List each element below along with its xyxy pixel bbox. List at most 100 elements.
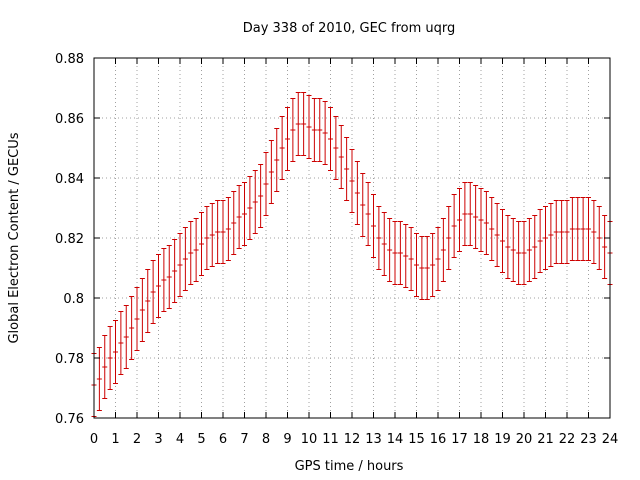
x-tick-label: 4 [176, 432, 184, 447]
error-bar-point [290, 98, 296, 162]
error-bar-point [376, 206, 382, 270]
error-bar-point [419, 236, 425, 300]
error-bar-point [311, 98, 317, 162]
x-tick-label: 9 [283, 432, 291, 447]
error-bar-point [435, 227, 441, 291]
error-bar-point [500, 209, 505, 273]
error-bar-point [543, 206, 548, 270]
x-tick-label: 21 [537, 432, 554, 447]
error-bar-point [301, 92, 307, 156]
error-bar-point [193, 218, 199, 282]
error-bar-point [209, 203, 215, 267]
error-bar-point [156, 254, 161, 318]
x-tick-label: 12 [344, 432, 361, 447]
error-bar-point [231, 191, 237, 255]
x-tick-label: 8 [262, 432, 270, 447]
error-bar-point [118, 311, 124, 375]
error-bar-point [440, 218, 446, 282]
x-tick-label: 19 [494, 432, 511, 447]
error-bar-point [150, 260, 156, 324]
error-bar-point [285, 107, 290, 171]
y-tick-label: 0.88 [55, 52, 84, 67]
error-bar-point [365, 182, 371, 246]
error-bar-point [268, 140, 274, 204]
y-tick-label: 0.82 [55, 232, 84, 247]
error-bar-point [161, 248, 167, 312]
error-bar-point [177, 233, 183, 297]
error-bar-point [134, 287, 140, 351]
error-bar-point [467, 182, 473, 246]
error-bar-point [172, 239, 178, 303]
error-bar-point [322, 101, 328, 165]
y-tick-label: 0.8 [63, 292, 84, 307]
x-tick-label: 17 [451, 432, 468, 447]
error-bar-point [586, 197, 591, 261]
x-tick-label: 11 [322, 432, 339, 447]
error-bar-point [424, 236, 430, 300]
x-tick-label: 16 [430, 432, 447, 447]
error-bar-point [397, 221, 403, 285]
error-bar-point [510, 218, 516, 282]
error-bar-point [139, 278, 145, 342]
error-bar-point [145, 269, 151, 333]
error-bar-point [591, 200, 597, 264]
axis-ticks: 0 1 2 3 4 5 6 7 8 9 10 11 12 13 14 15 16 17 18 19 20 21 22 23 24… [55, 52, 618, 447]
error-bar-point [220, 200, 226, 264]
x-tick-label: 3 [154, 432, 162, 447]
error-bar-point [494, 203, 500, 267]
error-bar-point [457, 188, 462, 252]
error-bar-point [204, 206, 210, 270]
x-tick-label: 24 [602, 432, 619, 447]
error-bar-point [483, 191, 489, 255]
x-tick-label: 5 [197, 432, 205, 447]
error-bar-point [166, 245, 172, 309]
y-tick-label: 0.78 [55, 352, 84, 367]
error-bar-point [242, 182, 247, 246]
x-tick-label: 10 [301, 432, 318, 447]
error-bar-point [559, 200, 565, 264]
error-bar-point [236, 185, 242, 249]
error-bar-point [526, 218, 532, 282]
error-bar-point [247, 176, 253, 240]
error-bar-point [532, 215, 538, 279]
error-bar-point [553, 200, 559, 264]
x-tick-label: 7 [240, 432, 248, 447]
y-tick-label: 0.84 [55, 172, 84, 187]
error-bar-point [392, 221, 398, 285]
error-bar-point [478, 188, 484, 252]
error-bar-point [306, 95, 312, 159]
error-bar-point [263, 152, 269, 216]
error-bar-point [564, 200, 570, 264]
error-bar-point [580, 197, 586, 261]
error-bar-point [349, 149, 355, 213]
x-tick-label: 22 [559, 432, 576, 447]
error-bar-point [225, 197, 231, 261]
error-bar-point [279, 116, 285, 180]
error-bar-point [182, 227, 188, 291]
error-bar-point [414, 233, 419, 297]
error-bar-point [317, 98, 323, 162]
error-bar-point [516, 221, 522, 285]
y-axis-label: Global Electron Content / GECUs [7, 132, 22, 343]
error-bar-point [102, 335, 108, 399]
x-axis-label: GPS time / hours [295, 459, 404, 474]
error-bar-point [446, 206, 452, 270]
error-bar-point [473, 185, 479, 249]
error-bar-point [252, 170, 258, 234]
error-bar-point [274, 128, 280, 192]
error-bar-point [430, 233, 436, 297]
error-bar-point [129, 296, 135, 360]
error-bar-point [354, 161, 360, 225]
error-bar-point [381, 212, 387, 276]
data-series [91, 92, 613, 417]
chart-title: Day 338 of 2010, GEC from uqrg [243, 21, 456, 36]
error-bar-point [360, 173, 366, 237]
error-bar-point [215, 200, 221, 264]
x-tick-label: 13 [365, 432, 382, 447]
x-tick-label: 6 [219, 432, 227, 447]
error-bar-point [408, 227, 414, 291]
error-bar-point [113, 320, 118, 384]
error-bar-point [188, 221, 194, 285]
